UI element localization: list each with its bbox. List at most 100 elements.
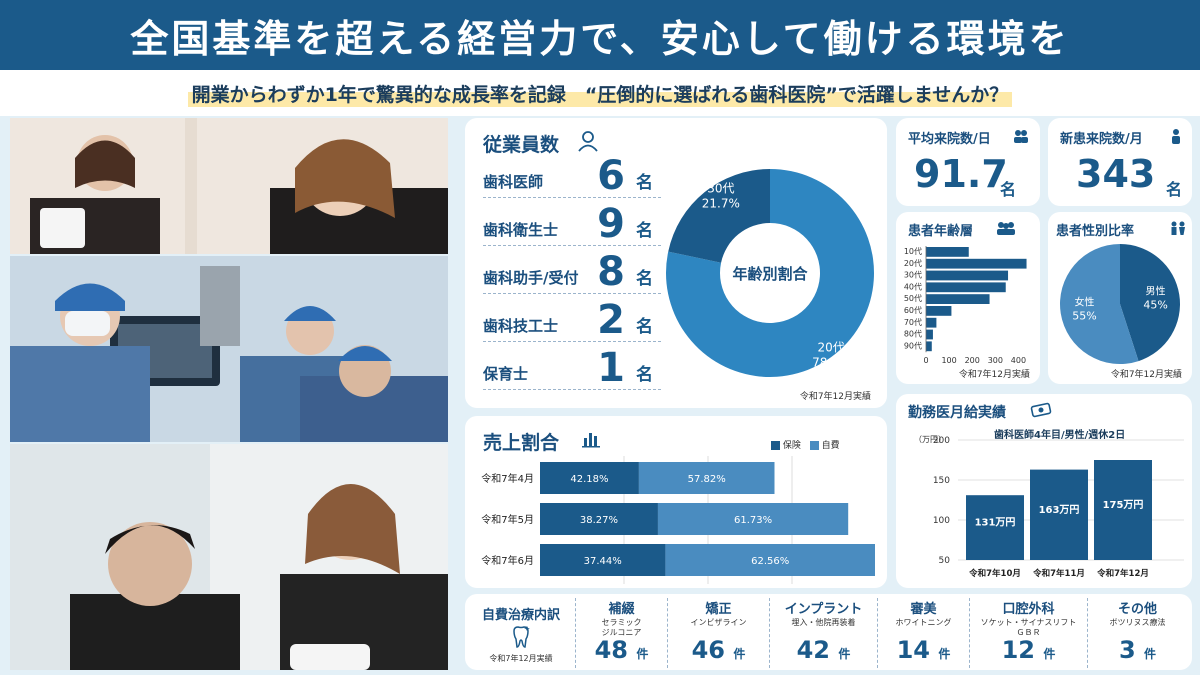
patient-age-card: 患者年齢層 10代 20代 30代 40代 50代 60代 70代 80代 90代 0 100 200… [896, 212, 1040, 384]
salary-bar [1094, 460, 1152, 560]
revenue-category-label: 令和7年5月 [481, 513, 534, 526]
revenue-segment-label: 57.82% [688, 474, 726, 485]
treatment-count: 46 件 [668, 636, 769, 664]
treatment-desc: ボツリヌス療法 [1109, 618, 1166, 627]
new-patients-value: 343 [1076, 152, 1156, 196]
salary-subtitle: 歯科医師4年目/男性/週休2日 [994, 430, 1126, 441]
patient-gender-card: 患者性別比率 男性 45% 女性 55% 令和7年12月実績 [1048, 212, 1192, 384]
treatment-name: 補綴 [608, 602, 635, 617]
staff-count: 6 [597, 153, 625, 199]
age-bar [926, 247, 969, 257]
revenue-category-label: 令和7年6月 [481, 554, 534, 567]
treatment-count-unit: 件 [1043, 647, 1056, 661]
age-tick-label: 40代 [904, 281, 922, 291]
treatment-desc-line: ソケット・サイナスリフト [980, 618, 1077, 627]
age-bar [926, 258, 1027, 269]
treatment-name: 矯正 [705, 602, 732, 617]
revenue-bar-segment [540, 503, 658, 535]
age-x-tick: 300 [988, 356, 1003, 365]
revenue-bar-segment [665, 544, 875, 576]
revenue-category-label: 令和7年4月 [481, 472, 534, 485]
treatment-desc: セラミック ジルコニア [576, 618, 667, 638]
staff-label: 歯科助手/受付 [483, 269, 579, 287]
age-bar [926, 282, 1006, 293]
age-x-tick: 400 [1011, 356, 1026, 365]
avg-visits-value: 91.7 [914, 152, 1008, 196]
treatment-count: 14 件 [878, 636, 969, 664]
patient-age-note: 令和7年12月実績 [958, 370, 1030, 380]
team-photo-illustration [10, 444, 448, 670]
age-bar [926, 294, 990, 304]
staff-unit: 名 [636, 317, 653, 337]
treatment-count-value: 46 [691, 636, 726, 664]
patient-gender-title: 患者性別比率 [1056, 224, 1135, 239]
treatment-item: インプラント 埋入・他院再装着 42 件 [769, 598, 877, 668]
age-tick-label: 10代 [904, 246, 922, 256]
salary-bar [966, 495, 1024, 560]
pie-category-label: 女性 [1074, 296, 1094, 309]
age-bar [926, 329, 933, 340]
salary-bar [1030, 469, 1088, 560]
revenue-bar-segment [657, 503, 849, 535]
bar-chart-icon [582, 433, 600, 448]
age-tick-label: 60代 [904, 305, 922, 315]
age-tick-label: 30代 [904, 270, 922, 280]
donut-center-title: 年齢別割合 [732, 265, 808, 283]
patient-age-title: 患者年齢層 [908, 224, 974, 239]
salary-y-tick: 50 [939, 556, 951, 566]
patient-gender-note: 令和7年12月実績 [1110, 370, 1182, 380]
new-patients-title: 新患来院数/月 [1060, 132, 1143, 147]
page-title: 全国基準を超える経営力で、安心して働ける環境を [0, 0, 1200, 70]
treatment-desc: ホワイトニング [895, 618, 952, 627]
treatment-count-value: 42 [796, 636, 831, 664]
donut-value-label: 21.7% [702, 196, 740, 210]
staff-unit: 名 [636, 221, 653, 241]
treatment-count-unit: 件 [838, 647, 851, 661]
salary-value-label: 163万円 [1039, 504, 1080, 516]
treatment-desc: インビザライン [690, 618, 747, 627]
age-bar [926, 306, 952, 316]
treatment-desc: ソケット・サイナスリフト ＧＢＲ [970, 618, 1087, 638]
treatment-count-value: 3 [1118, 636, 1136, 664]
donut-slice [668, 169, 770, 263]
subtitle-bar: 開業からわずか1年で驚異的な成長率を記録 “圧倒的に選ばれる歯科医院”で活躍しま… [0, 70, 1200, 116]
group-icon [997, 222, 1015, 235]
legend-swatch-selfpay [809, 441, 819, 450]
people-icon [1014, 130, 1028, 143]
revenue-segment-label: 38.27% [580, 515, 618, 526]
tooth-icon [513, 626, 530, 648]
treatment-count: 48 件 [576, 636, 667, 664]
treatment-item: 口腔外科 ソケット・サイナスリフト ＧＢＲ 12 件 [969, 598, 1087, 668]
avg-visits-card: 平均来院数/日 91.7 名 [896, 118, 1040, 206]
revenue-title: 売上割合 [483, 432, 560, 454]
gender-icon [1171, 221, 1185, 235]
age-x-tick: 100 [941, 356, 956, 365]
treatment-count-unit: 件 [636, 647, 649, 661]
treatment-desc: 埋入・他院再装着 [791, 618, 856, 627]
money-icon [1030, 402, 1052, 418]
treatment-desc-line: ジルコニア [601, 628, 642, 637]
treatment-name: その他 [1117, 602, 1157, 617]
age-tick-label: 90代 [904, 340, 922, 350]
selfpay-card [465, 594, 1192, 670]
treatment-item: 補綴 セラミック ジルコニア 48 件 [575, 598, 667, 668]
pie-slice [1060, 244, 1139, 364]
treatment-desc-line: セラミック [601, 618, 642, 627]
pie-slice [1120, 244, 1180, 362]
staff-row: 保育士 1 名 [483, 345, 661, 391]
donut-value-label: 78.3% [812, 356, 850, 370]
pie-category-label: 男性 [1146, 284, 1166, 297]
legend-label-insurance: 保険 [782, 441, 801, 451]
revenue-segment-label: 37.44% [584, 556, 622, 567]
donut-slice [666, 169, 874, 377]
age-tick-label: 20代 [904, 258, 922, 268]
age-bar [926, 317, 937, 328]
revenue-segment-label: 62.56% [751, 556, 789, 567]
staff-label: 歯科医師 [483, 173, 544, 191]
staff-label: 歯科衛生士 [483, 221, 559, 239]
avg-visits-unit: 名 [1000, 180, 1017, 199]
staff-row: 歯科衛生士 9 名 [483, 201, 661, 247]
